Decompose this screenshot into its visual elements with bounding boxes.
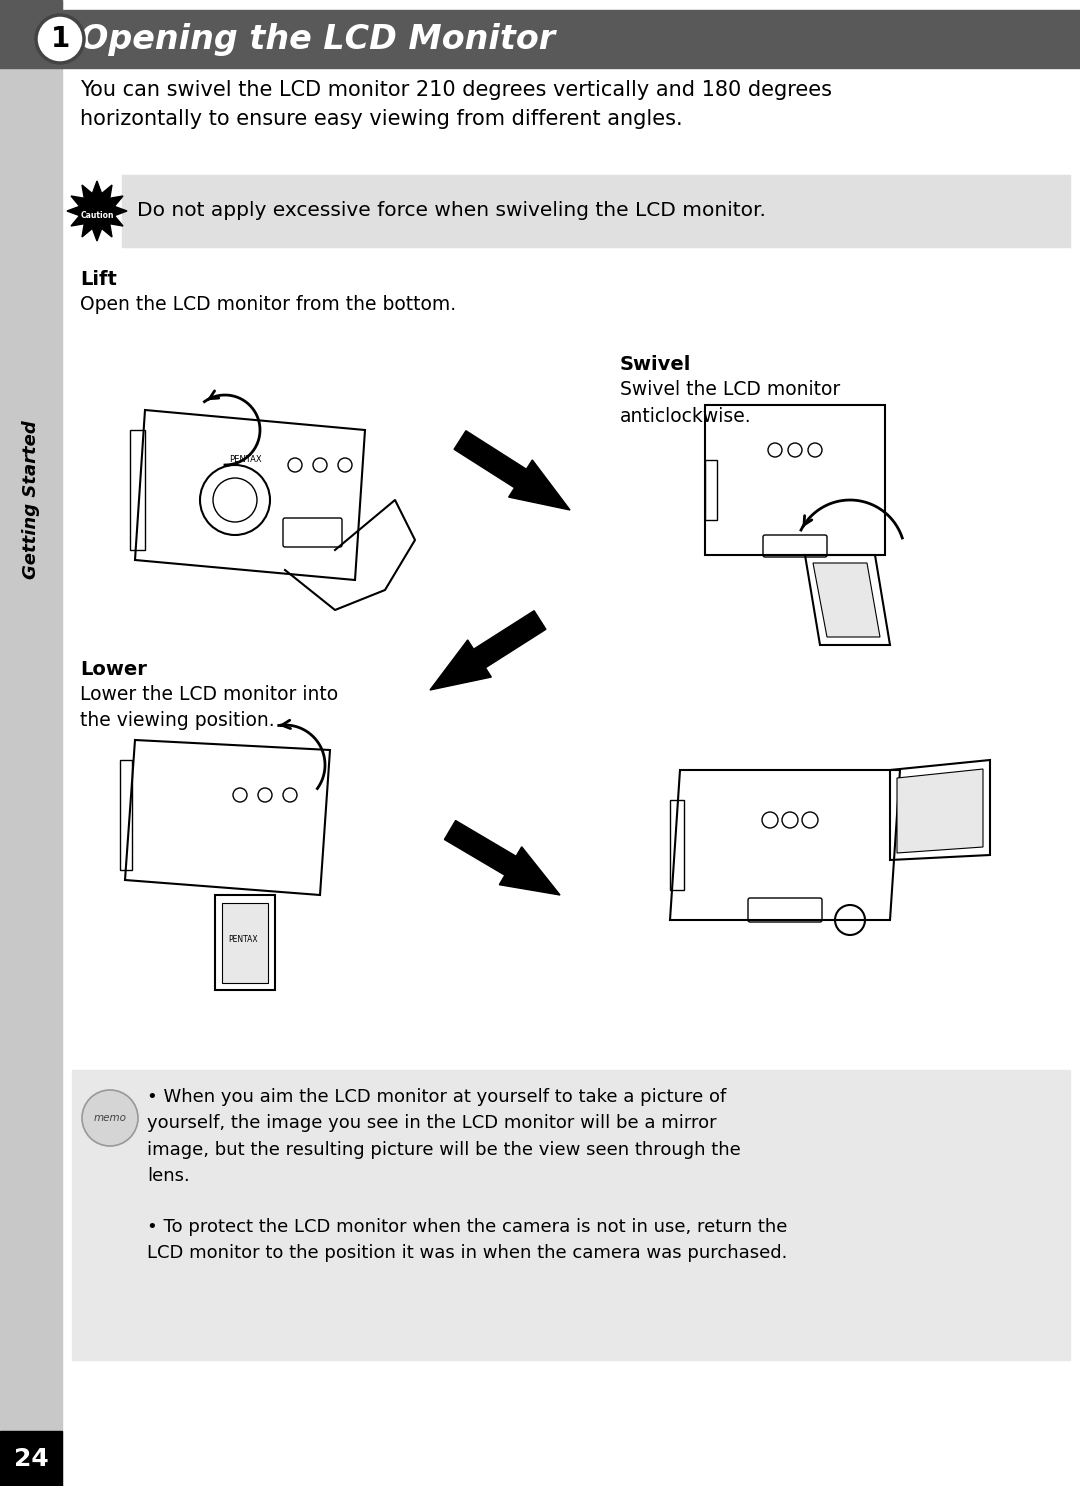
Text: Swivel: Swivel [620, 355, 691, 374]
Text: 1: 1 [51, 25, 69, 53]
Bar [72, 1070, 1070, 1360]
Bar [130, 429, 145, 550]
Text: Opening the LCD Monitor: Opening the LCD Monitor [80, 22, 555, 55]
Bar [62, 10, 1080, 68]
Text: Open the LCD monitor from the bottom.: Open the LCD monitor from the bottom. [80, 296, 456, 314]
Bar [122, 175, 1070, 247]
Text: Lower: Lower [80, 660, 147, 679]
Polygon shape [444, 820, 561, 895]
Polygon shape [430, 611, 545, 690]
Polygon shape [454, 431, 570, 510]
Text: 24: 24 [14, 1447, 49, 1471]
Polygon shape [897, 768, 983, 853]
Bar [0, 0, 62, 68]
Text: Swivel the LCD monitor
anticlockwise.: Swivel the LCD monitor anticlockwise. [620, 380, 840, 425]
Polygon shape [67, 181, 127, 241]
Text: You can swivel the LCD monitor 210 degrees vertically and 180 degrees
horizontal: You can swivel the LCD monitor 210 degre… [80, 80, 832, 129]
Bar [705, 461, 717, 520]
Polygon shape [813, 563, 880, 637]
Text: Getting Started: Getting Started [22, 421, 40, 580]
Text: Do not apply excessive force when swiveling the LCD monitor.: Do not apply excessive force when swivel… [137, 202, 766, 220]
Text: • When you aim the LCD monitor at yourself to take a picture of
yourself, the im: • When you aim the LCD monitor at yourse… [147, 1088, 741, 1186]
Text: memo: memo [94, 1113, 126, 1123]
Text: Caution: Caution [80, 211, 113, 220]
Polygon shape [222, 903, 268, 984]
Text: • To protect the LCD monitor when the camera is not in use, return the
LCD monit: • To protect the LCD monitor when the ca… [147, 1219, 787, 1263]
Bar [0, 1431, 62, 1486]
Bar [120, 759, 132, 869]
Circle shape [36, 15, 84, 62]
Bar [670, 799, 684, 890]
Bar [0, 0, 62, 1486]
Text: Lift: Lift [80, 270, 117, 288]
Text: PENTAX: PENTAX [229, 456, 261, 465]
Circle shape [82, 1091, 138, 1146]
Text: PENTAX: PENTAX [228, 936, 258, 945]
Text: Lower the LCD monitor into
the viewing position.: Lower the LCD monitor into the viewing p… [80, 685, 338, 731]
